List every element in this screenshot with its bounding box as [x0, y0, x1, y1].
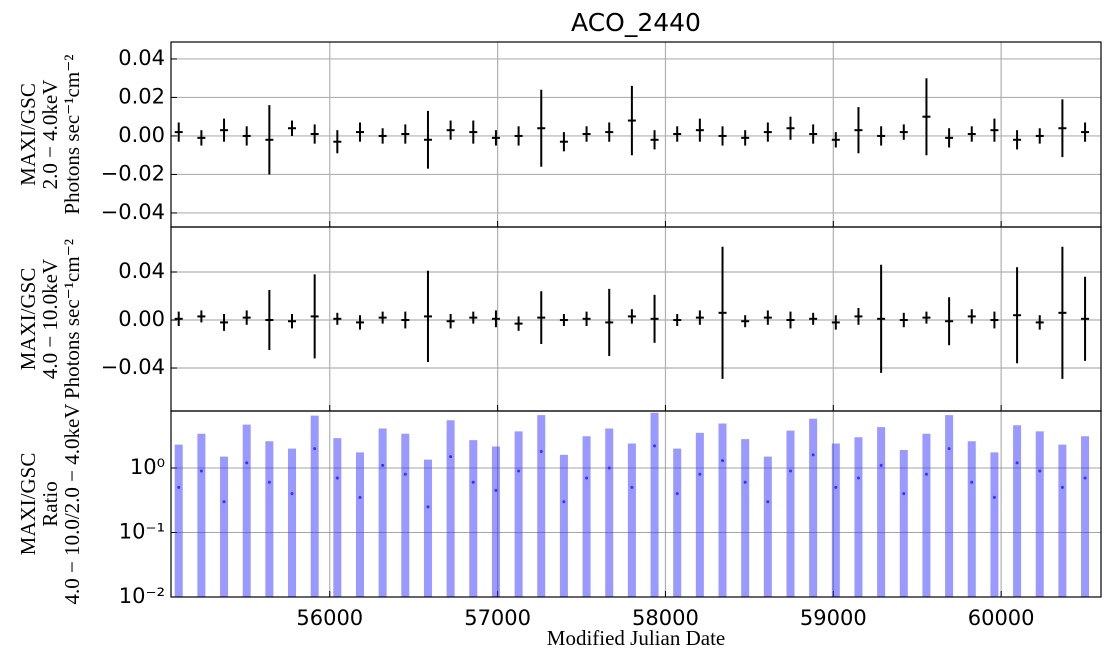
point — [222, 500, 226, 504]
axes-frame — [170, 410, 1102, 598]
y-tick-label: −0.02 — [101, 161, 165, 185]
y-tick-label: 10⁰ — [130, 455, 165, 479]
point — [245, 461, 249, 465]
axes-frame — [170, 226, 1102, 412]
x-tick-label: 57000 — [464, 606, 531, 630]
y-tick-label: 10⁻¹ — [119, 519, 165, 543]
y-tick-label: 0.00 — [118, 307, 165, 331]
y-tick-label: −0.04 — [101, 200, 165, 224]
point — [811, 453, 815, 457]
point — [947, 447, 951, 451]
point — [721, 459, 725, 463]
point — [562, 500, 566, 504]
y-tick-label: 0.04 — [118, 259, 165, 283]
point — [834, 485, 838, 489]
point — [607, 466, 611, 470]
plot-area — [174, 78, 1090, 175]
point — [358, 495, 362, 499]
point — [517, 469, 521, 473]
plot-area — [174, 246, 1090, 379]
chart-title: ACO_2440 — [571, 8, 701, 37]
point — [630, 485, 634, 489]
x-tick-label: 59000 — [800, 606, 867, 630]
y-axis-label: Photons sec⁻¹cm⁻² — [60, 54, 84, 214]
y-axis-label: 2.0 − 4.0keV — [38, 80, 62, 190]
y-tick-label: 0.02 — [118, 84, 165, 108]
point — [1060, 485, 1064, 489]
point — [1038, 469, 1042, 473]
point — [992, 495, 996, 499]
x-tick-label: 58000 — [632, 606, 699, 630]
point — [585, 476, 589, 480]
point — [1083, 476, 1087, 480]
y-axis-label: Ratio — [38, 481, 62, 527]
point — [743, 480, 747, 484]
point — [313, 447, 317, 451]
point — [970, 480, 974, 484]
y-tick-label: 0.04 — [118, 46, 165, 70]
point — [290, 492, 294, 496]
point — [199, 469, 203, 473]
point — [403, 472, 407, 476]
plot-area — [174, 412, 1090, 597]
point — [653, 444, 657, 448]
point — [856, 476, 860, 480]
point — [924, 472, 928, 476]
y-tick-label: −0.04 — [101, 355, 165, 379]
point — [335, 476, 339, 480]
x-tick-label: 56000 — [296, 606, 363, 630]
point — [177, 485, 181, 489]
x-axis-label: Modified Julian Date — [547, 626, 725, 650]
point — [267, 480, 271, 484]
point — [698, 472, 702, 476]
point — [675, 492, 679, 496]
point — [494, 488, 498, 492]
axes-frame — [170, 41, 1102, 228]
y-axis-label: 4.0 − 10.0/2.0 − 4.0keV — [60, 403, 84, 604]
x-tick-label: 60000 — [968, 606, 1035, 630]
point — [879, 463, 883, 467]
point — [471, 480, 475, 484]
y-axis-label: MAXI/GSC — [16, 83, 40, 186]
point — [788, 469, 792, 473]
point — [539, 450, 543, 454]
y-tick-label: 0.00 — [118, 123, 165, 147]
y-axis-label: Photons sec⁻¹cm⁻² — [60, 239, 84, 399]
y-axis-label: 4.0 − 10.0keV — [38, 259, 62, 379]
point — [426, 505, 430, 509]
y-axis-label: MAXI/GSC — [16, 453, 40, 556]
point — [1015, 461, 1019, 465]
point — [381, 463, 385, 467]
point — [902, 492, 906, 496]
point — [449, 455, 453, 459]
y-tick-label: 10⁻² — [119, 584, 165, 608]
y-axis-label: MAXI/GSC — [16, 268, 40, 371]
point — [766, 500, 770, 504]
